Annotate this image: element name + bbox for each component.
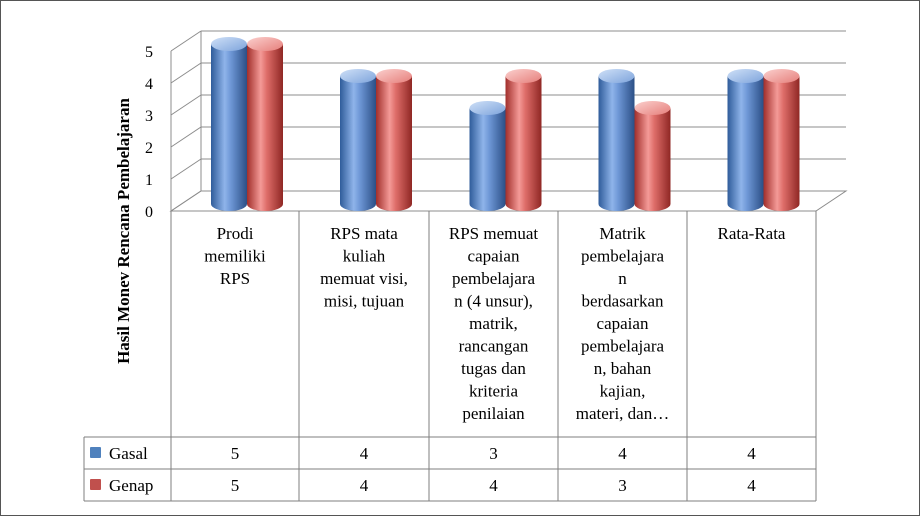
bar-body: [634, 108, 671, 212]
category-label: RPS: [220, 269, 250, 288]
y-tick-label: 5: [145, 44, 153, 61]
table-cell: 4: [360, 476, 369, 495]
bar-top: [469, 101, 506, 115]
category-label: kajian,: [600, 382, 646, 401]
bar-genap: [763, 69, 800, 212]
category-label: RPS mata: [330, 224, 398, 243]
bar-gasal: [598, 69, 635, 212]
bar-body: [247, 44, 283, 211]
bar-body: [469, 108, 506, 212]
category-label: berdasarkan: [581, 292, 664, 311]
table-cell: 5: [231, 476, 240, 495]
table-cell: 4: [747, 476, 756, 495]
category-label: Prodi: [217, 224, 254, 243]
category-label: pembelajara: [452, 269, 536, 288]
category-label: n: [618, 269, 627, 288]
table-cell: 4: [360, 444, 369, 463]
category-label: memuat visi,: [320, 269, 408, 288]
table-cell: 3: [489, 444, 498, 463]
bar-gasal: [727, 69, 764, 212]
table-cell: 4: [618, 444, 627, 463]
category-label: capaian: [597, 314, 649, 333]
legend-series-name: Gasal: [109, 444, 148, 463]
bar-top: [211, 37, 247, 51]
bar-top: [598, 69, 635, 83]
gridline-side: [170, 190, 202, 212]
category-label: materi, dan…: [576, 404, 669, 423]
bar-top: [505, 69, 542, 83]
gridline-side: [170, 158, 202, 180]
category-label: n (4 unsur),: [454, 292, 533, 311]
data-table: Prodi memiliki RPS RPS mata kuliah memuat vis…: [83, 211, 817, 502]
category-label: matrik,: [469, 314, 518, 333]
bar-body: [598, 76, 635, 212]
gridline-side: [170, 30, 202, 52]
bar-top: [247, 37, 283, 51]
gridline-side: [170, 126, 202, 148]
legend-series-name: Genap: [109, 476, 153, 495]
legend-key: [90, 447, 101, 458]
y-tick-label: 1: [145, 172, 153, 189]
bar-gasal: [211, 37, 247, 211]
y-axis-title: Hasil Monev Rencana Pembelajaran: [114, 98, 133, 364]
category-label: pembelajara: [581, 247, 665, 266]
table-cell: 4: [747, 444, 756, 463]
table-cell: 4: [489, 476, 498, 495]
bar-body: [505, 76, 542, 212]
y-tick-label: 3: [145, 108, 153, 125]
table-cell: 5: [231, 444, 240, 463]
gridline-side: [170, 94, 202, 116]
bar-body: [211, 44, 247, 211]
y-tick-label: 0: [145, 204, 153, 221]
category-label: Matrik: [599, 224, 646, 243]
y-tick-labels: 0 1 2 3 4 5: [145, 44, 153, 221]
category-label: Rata-Rata: [718, 224, 786, 243]
bar-body: [763, 76, 800, 212]
bar-top: [376, 69, 412, 83]
bar-genap: [247, 37, 283, 211]
bar-top: [763, 69, 800, 83]
bar-top: [340, 69, 376, 83]
category-label: pembelajara: [581, 337, 665, 356]
bar-gasal: [469, 101, 506, 212]
bar-gasal: [340, 69, 376, 211]
category-label: capaian: [468, 247, 520, 266]
category-label: kuliah: [343, 247, 386, 266]
legend-key: [90, 479, 101, 490]
bar-genap: [376, 69, 412, 211]
gridline-side: [170, 62, 202, 84]
bar-top: [727, 69, 764, 83]
category-label: n, bahan: [594, 359, 652, 378]
bar-body: [376, 76, 412, 211]
category-label: memiliki: [204, 247, 266, 266]
bar-body: [727, 76, 764, 212]
bar-genap: [634, 101, 671, 212]
bar-body: [340, 76, 376, 211]
category-label: penilaian: [462, 404, 525, 423]
table-cell: 3: [618, 476, 627, 495]
y-tick-label: 2: [145, 140, 153, 157]
category-label: kriteria: [469, 382, 519, 401]
category-label: RPS memuat: [449, 224, 539, 243]
bar-genap: [505, 69, 542, 212]
category-label: rancangan: [459, 337, 529, 356]
bars: [211, 37, 800, 212]
category-label: misi, tujuan: [324, 292, 405, 311]
bar-top: [634, 101, 671, 115]
category-label: tugas dan: [461, 359, 526, 378]
y-tick-label: 4: [145, 76, 153, 93]
